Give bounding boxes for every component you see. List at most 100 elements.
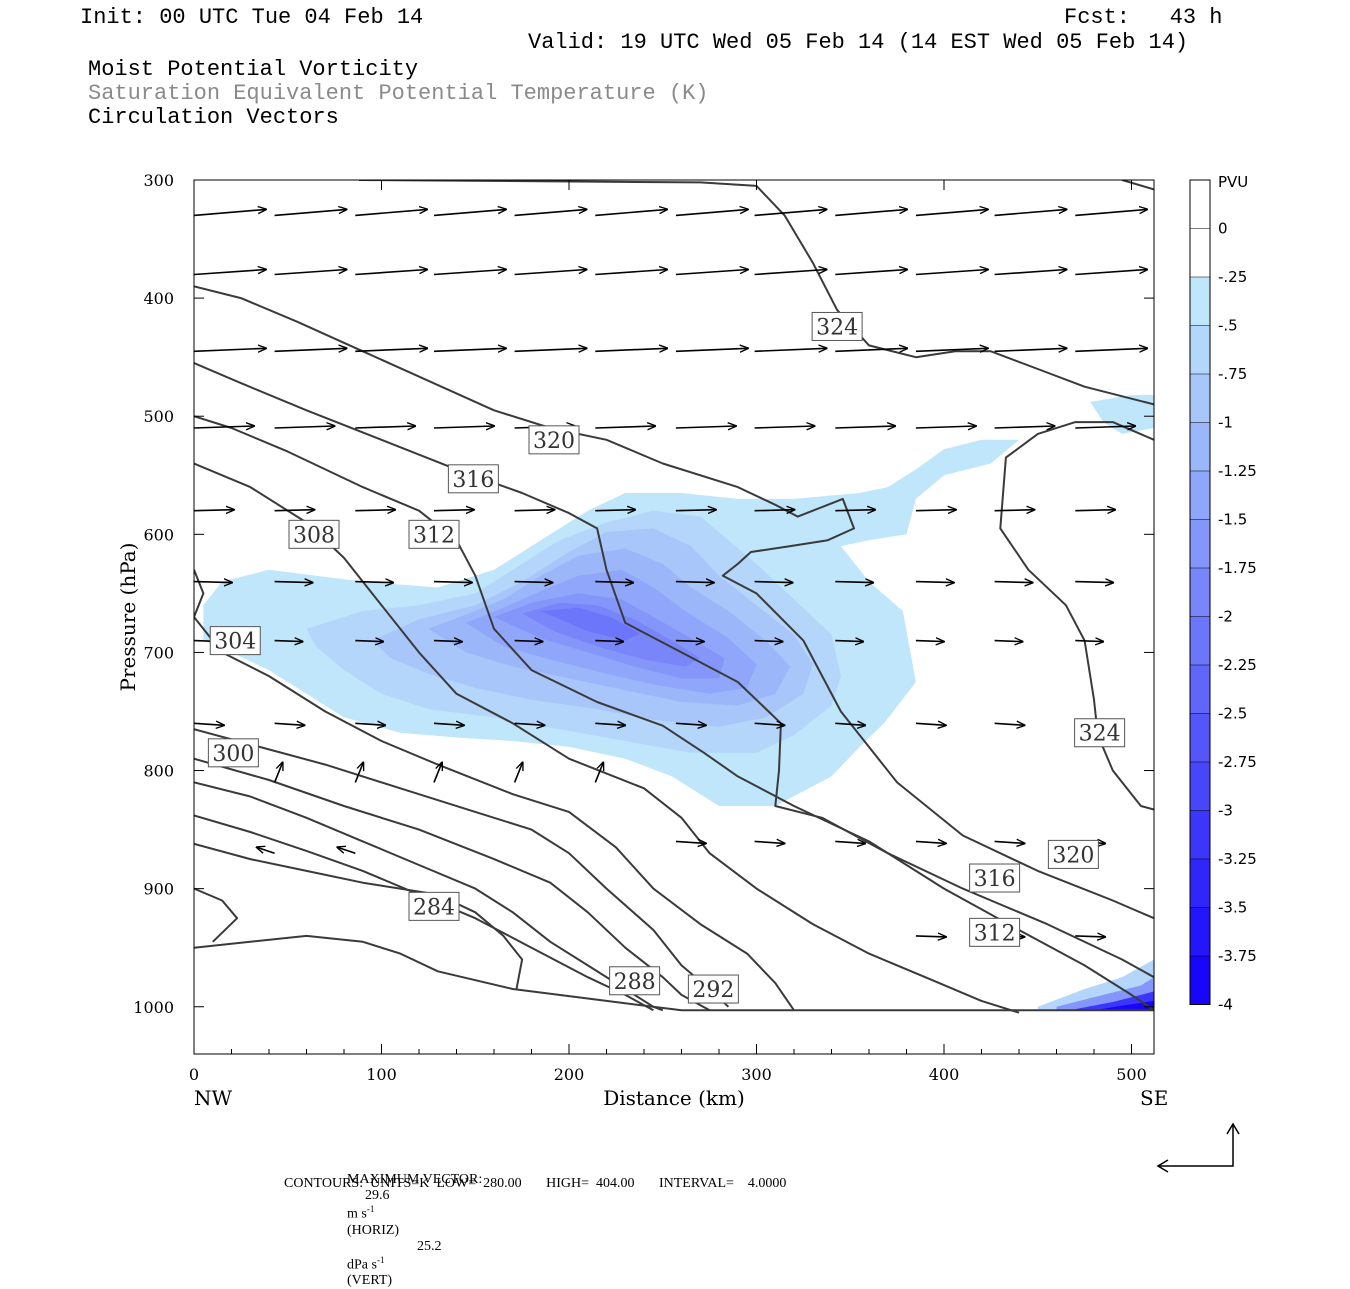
colorbar-tick-label-15: -3.75 xyxy=(1218,947,1257,965)
contour-label-box xyxy=(969,917,1021,947)
circulation-vector-4-1 xyxy=(274,510,315,511)
x-tick-label-300: 300 xyxy=(741,1065,772,1084)
max-vert-value: 25.2 xyxy=(417,1238,442,1254)
contour-label-0: 324 xyxy=(811,311,863,341)
circulation-vector-4-9 xyxy=(915,510,956,511)
colorbar-tick-label-1: -.25 xyxy=(1218,268,1247,286)
max-horiz-tag: (HORIZ) xyxy=(347,1222,400,1238)
y-axis-title: Pressure (hPa) xyxy=(116,543,140,692)
circulation-vector-6-6 xyxy=(675,641,704,642)
max-horiz-value: 29.6 xyxy=(365,1188,390,1203)
x-tick-label-100: 100 xyxy=(366,1065,397,1084)
circulation-vector-7-6 xyxy=(675,723,706,725)
circulation-vector-6-2 xyxy=(355,641,383,642)
y-tick-label-700: 700 xyxy=(143,643,174,662)
colorbar-tick-label-12: -3 xyxy=(1218,802,1233,820)
contour-label-12: 316 xyxy=(969,863,1021,893)
axes-layer: 300 400 500 600 700 800 900 1000 0 100 200 300 400 50… xyxy=(116,171,1168,1110)
circulation-vector-7-1 xyxy=(274,723,305,725)
contour-line-304-7 xyxy=(194,569,795,1011)
circulation-vector-0-6 xyxy=(675,209,748,217)
circulation-vector-2-9 xyxy=(915,348,988,351)
contour-label-9: 292 xyxy=(687,974,739,1004)
x-tick-label-0: 0 xyxy=(189,1065,199,1084)
circulation-vector-0-5 xyxy=(595,209,667,217)
colorbar-swatch-7 xyxy=(1190,519,1210,569)
contour-label-text: 316 xyxy=(974,867,1016,892)
contour-label-10: 324 xyxy=(1074,718,1126,748)
circulation-vector-5-1 xyxy=(274,582,313,583)
x-axis-se-label: SE xyxy=(1140,1086,1168,1110)
contour-label-text: 312 xyxy=(413,523,455,548)
circulation-vector-6-1 xyxy=(274,641,303,642)
circulation-vector-7-3 xyxy=(433,723,464,725)
contour-line-324-2 xyxy=(999,421,1154,811)
contour-label-text: 324 xyxy=(816,315,858,340)
circulation-vector-6-5 xyxy=(595,641,623,642)
contour-label-box xyxy=(528,425,580,455)
circulation-vector-8-0 xyxy=(273,762,283,783)
circulation-vector-1-2 xyxy=(355,270,427,276)
circulation-vector-0-0 xyxy=(194,209,266,217)
contour-label-layer: 324 320 316 312 308 304 300 284 288 292 324 320 316 3… xyxy=(207,311,1126,1004)
contour-label-text: 324 xyxy=(1079,722,1121,747)
circulation-vector-1-7 xyxy=(754,270,827,276)
colorbar-swatch-16 xyxy=(1190,956,1210,1005)
circulation-vector-layer xyxy=(194,209,1147,937)
max-vert-tag: (VERT) xyxy=(347,1273,393,1289)
circulation-vector-6-7 xyxy=(754,641,783,642)
contour-label-box xyxy=(609,966,661,996)
contour-line-308-6 xyxy=(194,462,1020,1014)
contour-label-7: 284 xyxy=(408,891,460,921)
circulation-vector-0-8 xyxy=(835,209,907,217)
y-tick-label-500: 500 xyxy=(143,407,174,426)
contour-label-box xyxy=(207,738,259,768)
circulation-vector-2-0 xyxy=(194,348,266,351)
colorbar-swatch-12 xyxy=(1190,762,1210,811)
circulation-vector-2-2 xyxy=(355,348,427,351)
circulation-vector-6-10 xyxy=(994,641,1023,642)
circulation-vector-2-6 xyxy=(675,348,748,351)
y-tick-label-300: 300 xyxy=(143,171,174,190)
circulation-vector-9-0 xyxy=(675,841,706,843)
colorbar-tick-label-0: 0 xyxy=(1218,220,1228,238)
contour-label-text: 288 xyxy=(614,970,656,995)
contour-label-text: 316 xyxy=(452,468,494,493)
colorbar-tick-label-16: -4 xyxy=(1218,996,1233,1014)
circulation-vector-3-8 xyxy=(835,426,895,428)
x-tick-label-400: 400 xyxy=(929,1065,960,1084)
colorbar-swatch-13 xyxy=(1190,810,1210,860)
circulation-vector-3-11 xyxy=(1075,426,1135,428)
y-tick-label-600: 600 xyxy=(143,525,174,544)
contour-label-11: 320 xyxy=(1047,839,1099,869)
contour-label-box xyxy=(1047,839,1099,869)
x-tick-label-200: 200 xyxy=(554,1065,585,1084)
circulation-vector-9-3 xyxy=(915,841,946,843)
contour-label-text: 320 xyxy=(1052,843,1094,868)
field-title-mpv: Moist Potential Vorticity xyxy=(88,57,419,82)
max-vert-sup: -1 xyxy=(376,1254,385,1265)
circulation-vector-0-9 xyxy=(915,209,988,217)
circulation-vector-2-8 xyxy=(835,348,907,351)
circulation-vector-3-9 xyxy=(915,426,976,428)
circulation-vector-7-7 xyxy=(754,723,785,725)
max-vector-label: MAXIMUM VECTOR: xyxy=(347,1172,483,1187)
contours-info-line: CONTOURS: UNITS=K LOW= 280.00 HIGH= 404.… xyxy=(284,1176,787,1191)
colorbar-swatch-8 xyxy=(1190,568,1210,617)
colorbar-tick-label-14: -3.5 xyxy=(1218,899,1247,917)
forecast-hour-label: Fcst: 43 h xyxy=(1064,5,1223,30)
contour-label-text: 312 xyxy=(974,921,1016,946)
circulation-vector-8-4 xyxy=(594,762,603,783)
colorbar-tick-label-11: -2.75 xyxy=(1218,753,1257,771)
max-horiz-sup: -1 xyxy=(366,1204,375,1214)
contour-label-box xyxy=(811,311,863,341)
colorbar-tick-label-6: -1.5 xyxy=(1218,511,1247,529)
circulation-vector-10-1 xyxy=(337,847,356,854)
circulation-vector-3-2 xyxy=(355,426,415,428)
circulation-vector-6-3 xyxy=(433,641,462,642)
contour-label-box xyxy=(288,519,340,549)
colorbar-tick-label-2: -.5 xyxy=(1218,317,1238,335)
colorbar-frame xyxy=(1189,179,1211,1005)
circulation-vector-0-11 xyxy=(1075,209,1147,217)
contour-label-box xyxy=(687,974,739,1004)
